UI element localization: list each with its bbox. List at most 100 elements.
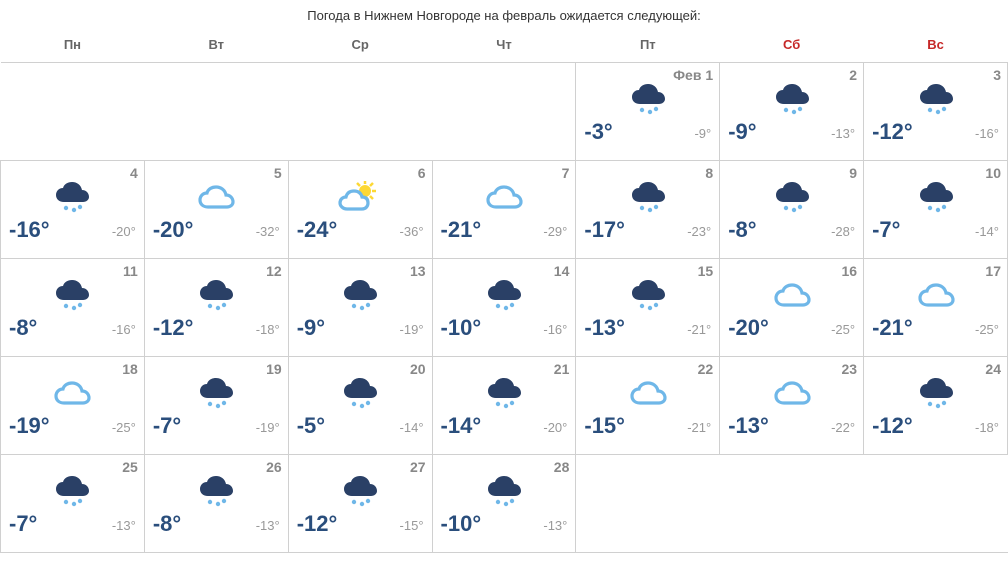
calendar-day-cell: 20 -5°-14°	[288, 357, 432, 455]
temperature-high: -3°	[584, 121, 612, 143]
temperature-low: -13°	[831, 127, 855, 143]
calendar-day-cell: 6 -24°-36°	[288, 161, 432, 259]
sun-cloud-icon	[337, 179, 383, 217]
temperature-high: -12°	[153, 317, 194, 339]
temperature-high: -8°	[153, 513, 181, 535]
calendar-day-cell	[288, 63, 432, 161]
temperature-low: -21°	[687, 421, 711, 437]
snow-cloud-icon	[52, 277, 92, 315]
calendar-day-cell: 14 -10°-16°	[432, 259, 576, 357]
day-number-value: 7	[562, 165, 570, 181]
calendar-day-cell: 27 -12°-15°	[288, 455, 432, 553]
calendar-week-row: 4 -16°-20°5 -20°-32°6 -24°-36°7 -21	[1, 161, 1008, 259]
weekday-header: Пн	[1, 29, 145, 63]
cloud-icon	[52, 375, 92, 413]
temperature-high: -20°	[153, 219, 194, 241]
weekday-header: Ср	[288, 29, 432, 63]
calendar-day-cell: 15 -13°-21°	[576, 259, 720, 357]
day-number-value: 19	[266, 361, 282, 377]
calendar-day-cell: 22 -15° -21°	[576, 357, 720, 455]
temperature-low: -14°	[975, 225, 999, 241]
weekday-header-row: ПнВтСрЧтПтСбВс	[1, 29, 1008, 63]
day-number-value: 11	[123, 263, 138, 279]
calendar-day-cell: 26 -8°-13°	[144, 455, 288, 553]
cloud-icon	[196, 179, 236, 217]
calendar-day-cell: 10 -7°-14°	[864, 161, 1008, 259]
snow-cloud-icon	[340, 375, 380, 413]
day-number-value: 14	[554, 263, 570, 279]
cloud-icon	[484, 179, 524, 217]
temperature-high: -20°	[728, 317, 769, 339]
day-number-value: 1	[705, 67, 713, 83]
calendar-day-cell: 3 -12°-16°	[864, 63, 1008, 161]
day-number-value: 27	[410, 459, 426, 475]
temperature-low: -13°	[256, 519, 280, 535]
snow-cloud-icon	[916, 81, 956, 119]
day-number-value: 28	[554, 459, 570, 475]
temperature-low: -20°	[112, 225, 136, 241]
calendar-day-cell: 5 -20°-32°	[144, 161, 288, 259]
day-number-value: 8	[705, 165, 713, 181]
snow-cloud-icon	[628, 179, 668, 217]
temperature-high: -15°	[584, 415, 625, 437]
page-title: Погода в Нижнем Новгороде на февраль ожи…	[0, 0, 1008, 29]
weekday-header: Вс	[864, 29, 1008, 63]
temperature-low: -28°	[831, 225, 855, 241]
snow-cloud-icon	[772, 81, 812, 119]
calendar-day-cell: 8 -17°-23°	[576, 161, 720, 259]
calendar-day-cell: 9 -8°-28°	[720, 161, 864, 259]
temperature-high: -8°	[728, 219, 756, 241]
snow-cloud-icon	[52, 473, 92, 511]
day-number-value: 24	[985, 361, 1001, 377]
temperature-low: -21°	[687, 323, 711, 339]
day-number-value: 12	[266, 263, 282, 279]
calendar-day-cell: 17 -21°-25°	[864, 259, 1008, 357]
day-number-value: 22	[698, 361, 714, 377]
weather-calendar: ПнВтСрЧтПтСбВс Фев1 -3°-9°2 -9°-13°3 -12…	[0, 29, 1008, 553]
cloud-icon	[772, 277, 812, 315]
temperature-high: -12°	[872, 121, 913, 143]
temperature-low: -23°	[687, 225, 711, 241]
calendar-day-cell	[144, 63, 288, 161]
snow-cloud-icon	[628, 277, 668, 315]
temperature-high: -21°	[441, 219, 482, 241]
temperature-high: -8°	[9, 317, 37, 339]
day-number-value: 5	[274, 165, 282, 181]
temperature-low: -19°	[256, 421, 280, 437]
calendar-day-cell: 12 -12° -18°	[144, 259, 288, 357]
day-number-value: 2	[849, 67, 857, 83]
calendar-week-row: 18 -19°-25°19 -7°-19°20 -5°-14°21 -14°-2…	[1, 357, 1008, 455]
temperature-high: -21°	[872, 317, 913, 339]
day-number-value: 25	[122, 459, 138, 475]
calendar-day-cell: Фев1 -3°-9°	[576, 63, 720, 161]
calendar-week-row: 11 -8°-16°12 -12°-18°13 -9°-19°14 -10°-1	[1, 259, 1008, 357]
snow-cloud-icon	[340, 277, 380, 315]
calendar-day-cell: 23 -13°-22°	[720, 357, 864, 455]
temperature-low: -14°	[400, 421, 424, 437]
temperature-high: -9°	[297, 317, 325, 339]
snow-cloud-icon	[772, 179, 812, 217]
temperature-high: -24°	[297, 219, 338, 241]
temperature-high: -7°	[153, 415, 181, 437]
cloud-icon	[772, 375, 812, 413]
temperature-low: -13°	[543, 519, 567, 535]
month-label: Фев	[673, 67, 701, 83]
calendar-week-row: 25 -7°-13°26 -8°-13°27 -12°-15°28 -10°-1	[1, 455, 1008, 553]
day-number-value: 18	[122, 361, 138, 377]
temperature-high: -7°	[872, 219, 900, 241]
cloud-icon	[916, 277, 956, 315]
calendar-day-cell: 11 -8°-16°	[1, 259, 145, 357]
temperature-low: -15°	[400, 519, 424, 535]
temperature-low: -16°	[975, 127, 999, 143]
temperature-low: -16°	[543, 323, 567, 339]
calendar-day-cell: 28 -10° -13°	[432, 455, 576, 553]
weekday-header: Вт	[144, 29, 288, 63]
temperature-low: -18°	[256, 323, 280, 339]
calendar-day-cell	[576, 455, 720, 553]
day-number-value: 21	[554, 361, 570, 377]
calendar-day-cell: 2 -9°-13°	[720, 63, 864, 161]
temperature-high: -13°	[728, 415, 769, 437]
snow-cloud-icon	[916, 375, 956, 413]
calendar-week-row: Фев1 -3°-9°2 -9°-13°3 -12°-16°	[1, 63, 1008, 161]
temperature-high: -10°	[441, 513, 482, 535]
